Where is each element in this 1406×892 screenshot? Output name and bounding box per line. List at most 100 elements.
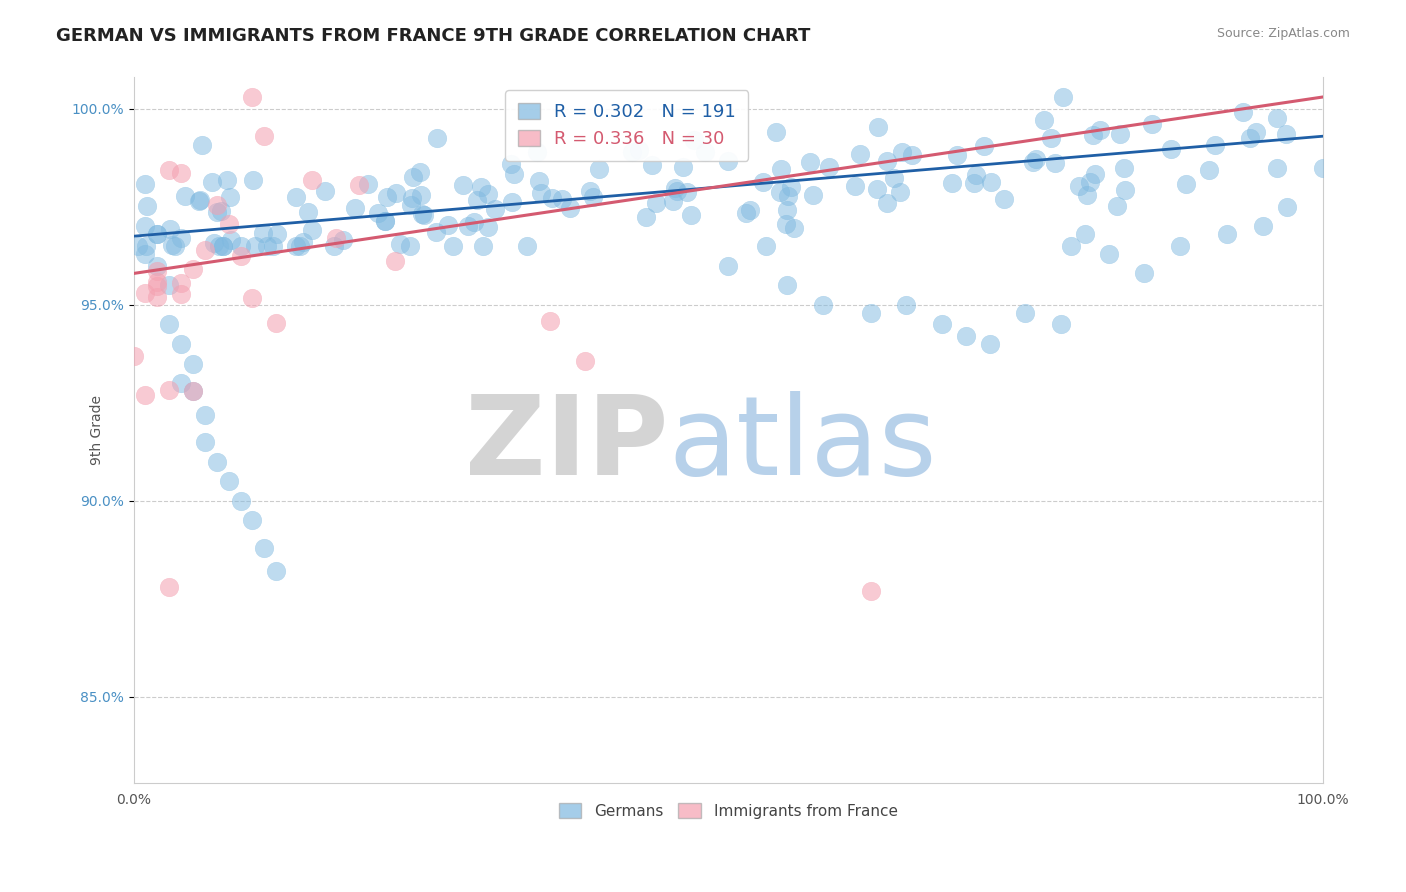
Point — [157, 278, 180, 293]
Point — [1032, 112, 1054, 127]
Point — [256, 239, 278, 253]
Point — [752, 175, 775, 189]
Point — [157, 163, 180, 178]
Point — [399, 239, 422, 253]
Point — [717, 154, 740, 169]
Point — [385, 186, 408, 200]
Point — [134, 219, 156, 234]
Text: ZIP: ZIP — [465, 391, 669, 498]
Point — [765, 125, 787, 139]
Point — [284, 190, 307, 204]
Point — [776, 189, 799, 203]
Point — [941, 176, 963, 190]
Point — [209, 203, 232, 218]
Point — [157, 318, 180, 332]
Point — [215, 173, 238, 187]
Point — [146, 227, 169, 242]
Point — [780, 180, 803, 194]
Point — [205, 454, 228, 468]
Point — [413, 208, 436, 222]
Point — [212, 239, 235, 253]
Point — [979, 337, 1001, 351]
Point — [384, 254, 406, 268]
Point — [1312, 161, 1334, 175]
Point — [641, 158, 664, 172]
Point — [135, 239, 157, 253]
Point — [664, 181, 686, 195]
Point — [218, 217, 240, 231]
Point — [409, 187, 432, 202]
Point — [1239, 131, 1261, 145]
Point — [170, 166, 193, 180]
Point — [242, 291, 264, 305]
Point — [681, 208, 703, 222]
Point — [1083, 128, 1105, 142]
Point — [208, 239, 231, 253]
Point — [876, 153, 898, 168]
Point — [1112, 161, 1135, 175]
Point — [1084, 167, 1107, 181]
Point — [560, 201, 582, 215]
Point — [484, 202, 506, 216]
Point — [146, 259, 169, 273]
Point — [194, 435, 217, 450]
Point — [325, 231, 347, 245]
Point — [314, 184, 336, 198]
Point — [776, 278, 799, 293]
Point — [769, 185, 792, 199]
Point — [463, 215, 485, 229]
Point — [811, 298, 834, 312]
Point — [799, 154, 821, 169]
Point — [301, 173, 323, 187]
Point — [425, 225, 447, 239]
Point — [740, 203, 762, 218]
Point — [1140, 117, 1163, 131]
Point — [993, 192, 1015, 206]
Point — [1067, 179, 1090, 194]
Point — [783, 220, 806, 235]
Point — [194, 408, 217, 422]
Point — [157, 580, 180, 594]
Point — [1060, 239, 1083, 253]
Point — [229, 493, 252, 508]
Point — [190, 138, 212, 153]
Point — [551, 192, 574, 206]
Point — [187, 194, 209, 208]
Point — [1265, 161, 1288, 175]
Point — [946, 147, 969, 161]
Point — [170, 286, 193, 301]
Point — [876, 195, 898, 210]
Point — [540, 191, 562, 205]
Point — [1204, 137, 1226, 152]
Point — [160, 238, 183, 252]
Point — [470, 180, 492, 194]
Point — [588, 162, 610, 177]
Point — [159, 222, 181, 236]
Point — [1022, 155, 1045, 169]
Point — [146, 279, 169, 293]
Point — [889, 186, 911, 200]
Point — [264, 317, 287, 331]
Point — [1133, 267, 1156, 281]
Point — [229, 239, 252, 253]
Point — [636, 211, 658, 225]
Point — [579, 184, 602, 198]
Point — [136, 199, 159, 213]
Point — [1160, 142, 1182, 156]
Point — [134, 247, 156, 261]
Point — [205, 204, 228, 219]
Point — [803, 187, 825, 202]
Point — [620, 145, 643, 160]
Point — [367, 205, 389, 219]
Point — [242, 513, 264, 527]
Point — [1073, 227, 1095, 242]
Point — [717, 259, 740, 273]
Point — [775, 202, 797, 217]
Point — [218, 474, 240, 488]
Point — [322, 239, 344, 253]
Point — [683, 133, 706, 147]
Point — [426, 131, 449, 145]
Point — [516, 239, 538, 253]
Point — [146, 275, 169, 289]
Point — [1025, 153, 1047, 167]
